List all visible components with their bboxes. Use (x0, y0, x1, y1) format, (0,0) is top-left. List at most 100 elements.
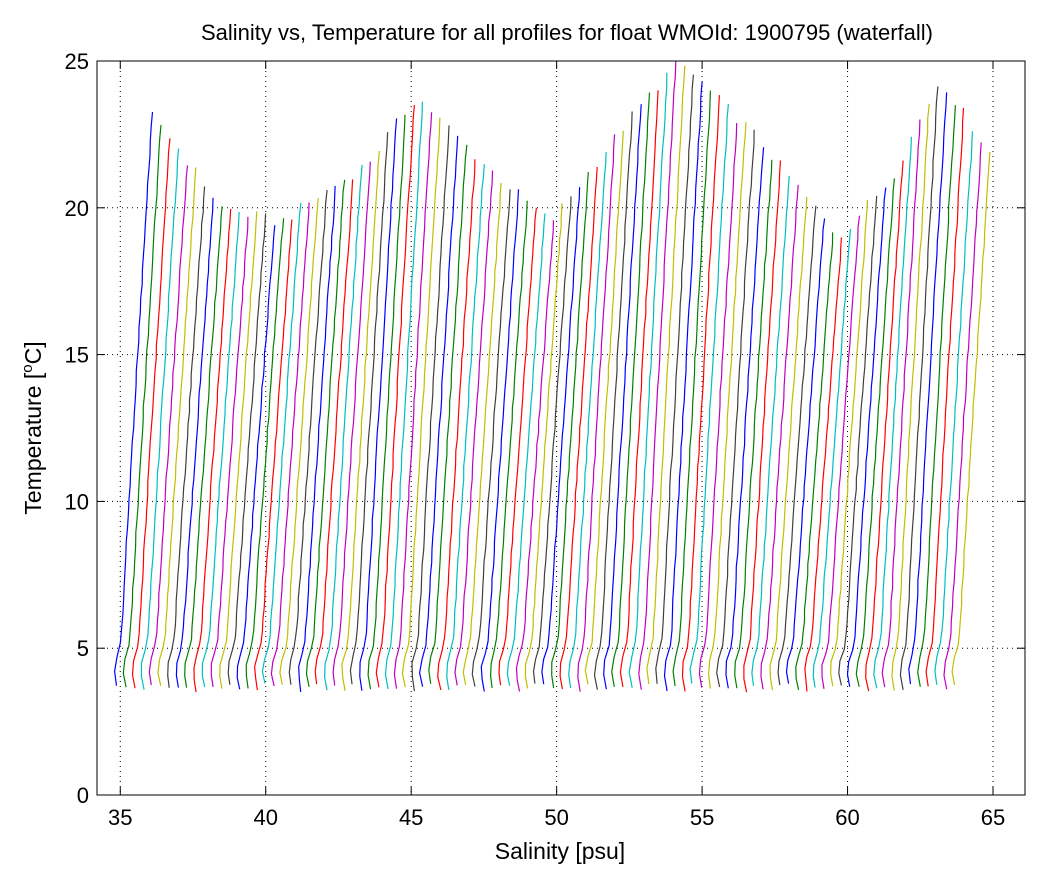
x-tick-label: 40 (253, 805, 277, 830)
x-tick-label: 35 (108, 805, 132, 830)
profile-line (734, 159, 773, 689)
profile-line (359, 118, 398, 691)
profile-line (611, 92, 651, 687)
profile-line (227, 213, 267, 685)
profile-line (393, 112, 433, 689)
profile-line (270, 202, 310, 687)
profile-line (707, 122, 747, 689)
profile-line (821, 215, 861, 689)
profile-line (236, 225, 276, 690)
profile-line (751, 175, 790, 686)
profile-line (725, 147, 765, 689)
x-tick-label: 55 (690, 805, 714, 830)
profile-line (437, 159, 476, 691)
x-axis-label: Salinity [psu] (495, 838, 625, 864)
profile-line (506, 213, 546, 686)
profile-line (559, 166, 598, 690)
profile-line (341, 150, 380, 692)
profile-line (245, 218, 285, 689)
profile-line (384, 101, 423, 690)
profile-line (873, 136, 912, 689)
profile-line (480, 189, 520, 692)
profile-line (367, 114, 406, 690)
profile-line (777, 205, 817, 686)
profile-line (672, 90, 711, 687)
profile-line (471, 189, 511, 687)
profile-line (515, 220, 554, 692)
profile-line (568, 151, 607, 688)
profile-line (489, 200, 528, 688)
profile-line (760, 184, 799, 690)
profile-line (769, 196, 808, 691)
profile-line (577, 134, 616, 692)
profile-line (891, 103, 930, 691)
profile-line (785, 218, 826, 684)
profile-line (743, 160, 782, 693)
profile-line (925, 107, 965, 687)
y-tick-label: 5 (77, 636, 89, 661)
profile-line (881, 119, 921, 688)
y-tick-label: 15 (65, 343, 89, 368)
profile-line (934, 131, 973, 685)
profile-line (323, 164, 363, 691)
profile-line (663, 81, 703, 692)
x-tick-label: 45 (399, 805, 423, 830)
profile-line (532, 196, 572, 684)
profile-line (140, 148, 180, 690)
profile-line (628, 72, 668, 688)
profile-line (167, 186, 206, 688)
profile-line (619, 90, 659, 688)
profile-line (698, 122, 738, 688)
y-axis-label: Temperature [oC] (19, 341, 46, 514)
profile-line (157, 167, 197, 686)
profile-line (184, 206, 223, 688)
profile-line (462, 182, 502, 685)
y-tick-labels: 0 5 10 15 20 25 (65, 49, 89, 808)
profile-line (148, 165, 189, 686)
profile-line (951, 151, 991, 686)
profile-line (655, 74, 694, 684)
y-axis-label-prefix: Temperature [ (20, 372, 46, 515)
profile-line (551, 171, 589, 689)
profile-line (830, 199, 869, 687)
profile-line (646, 65, 686, 685)
profile-line (279, 198, 319, 685)
profile-line (638, 60, 677, 690)
profile-line (804, 237, 842, 692)
chart-title: Salinity vs, Temperature for all profile… (201, 20, 933, 45)
profile-line (541, 187, 581, 685)
x-tick-label: 50 (544, 805, 568, 830)
profile-line (899, 86, 939, 690)
profile-line (584, 130, 624, 685)
profile-line (812, 228, 852, 688)
profile-line (314, 179, 354, 685)
profile-line (113, 111, 154, 686)
profile-line (855, 178, 895, 687)
profile-line (681, 95, 720, 692)
y-tick-label: 25 (65, 49, 89, 74)
profiles (113, 60, 991, 693)
profile-line (411, 125, 450, 692)
profile-line (795, 232, 834, 691)
ticks (97, 60, 1025, 796)
profile-line (716, 129, 755, 688)
profile-line (418, 135, 459, 687)
profile-line (838, 195, 878, 686)
profile-line (305, 179, 346, 687)
profile-line (298, 185, 336, 692)
profile-line (454, 170, 494, 686)
y-axis-label-suffix: C] (20, 341, 46, 364)
profile-line (943, 142, 982, 690)
y-tick-label: 0 (77, 783, 89, 808)
axes-box (96, 60, 1026, 796)
profile-line (593, 111, 633, 690)
profile-line (375, 105, 415, 688)
profile-line (253, 219, 293, 691)
profile-line (193, 208, 232, 693)
profile-line (332, 161, 371, 686)
profile-line (865, 160, 904, 692)
profile-line (428, 144, 468, 684)
profile-line (524, 203, 563, 689)
